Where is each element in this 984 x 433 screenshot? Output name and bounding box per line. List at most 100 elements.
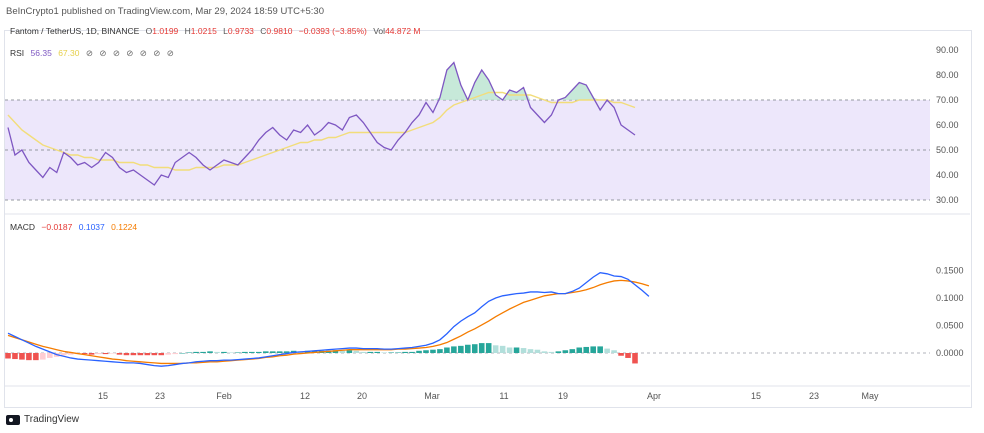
macd-histogram-bar: [165, 353, 172, 355]
x-tick-label: 12: [300, 391, 310, 401]
macd-histogram-bar: [611, 350, 617, 353]
macd-histogram-bar: [256, 351, 262, 353]
x-tick-label: 23: [809, 391, 819, 401]
ohlc-low-label: L: [223, 26, 228, 36]
macd-histogram-bar: [95, 353, 102, 355]
macd-histogram-bar: [576, 347, 583, 353]
macd-histogram-bar: [269, 351, 276, 353]
rsi-ma-value: 67.30: [58, 48, 80, 58]
rsi-y-tick-label: 60.00: [936, 120, 959, 130]
macd-histogram-bar: [60, 353, 67, 356]
macd-histogram-bar: [388, 352, 394, 353]
macd-histogram-bar: [590, 346, 596, 353]
macd-y-tick-label: 0.0500: [936, 321, 964, 331]
brand-label: TradingView: [24, 414, 80, 425]
macd-histogram-bar: [555, 351, 562, 353]
macd-histogram-bar: [158, 353, 165, 356]
macd-histogram-bar: [186, 352, 192, 353]
macd-line-value: 0.1037: [78, 222, 105, 232]
tradingview-logo-icon: [6, 414, 20, 425]
macd-histogram-bar: [430, 349, 436, 353]
rsi-y-tick-label: 90.00: [936, 45, 959, 55]
macd-histogram-bar: [332, 350, 339, 353]
rsi-ma-line: [7, 91, 636, 171]
macd-histogram-bar: [423, 350, 429, 353]
published-note: BeInCrypto1 published on TradingView.com…: [6, 6, 325, 17]
macd-histogram-bar: [381, 352, 387, 353]
rsi-label[interactable]: RSI: [10, 48, 25, 58]
macd-histogram-bar: [520, 348, 527, 353]
macd-histogram-bar: [492, 345, 499, 353]
macd-histogram-bar: [276, 351, 283, 353]
rsi-line: [7, 61, 636, 186]
x-tick-label: 11: [499, 391, 508, 401]
macd-histogram-bar: [214, 351, 220, 353]
macd-histogram-bar: [123, 353, 130, 356]
macd-histogram-bar: [353, 350, 360, 353]
macd-histogram-bar: [81, 353, 88, 355]
rsi-y-tick-label: 70.00: [936, 95, 959, 105]
macd-histogram-bar: [47, 353, 53, 358]
macd-y-tick-label: 0.1500: [936, 266, 964, 276]
macd-histogram-bar: [102, 353, 109, 355]
macd-histogram-bar: [402, 351, 408, 353]
macd-label[interactable]: MACD: [10, 222, 36, 232]
macd-histogram-bar: [632, 353, 638, 364]
rsi-legend: RSI 56.35 67.30 ⊘ ⊘ ⊘ ⊘ ⊘ ⊘ ⊘: [10, 48, 180, 59]
visibility-icons[interactable]: ⊘ ⊘ ⊘ ⊘ ⊘ ⊘ ⊘: [85, 48, 176, 58]
macd-histogram-bar: [283, 351, 290, 353]
ohlc-open-value: 1.0199: [152, 26, 179, 36]
x-tick-label: 15: [751, 391, 761, 401]
volume-value: 44.872 M: [385, 26, 421, 36]
x-tick-label: 19: [558, 391, 568, 401]
macd-histogram-bar: [346, 350, 353, 353]
macd-histogram-bar: [451, 346, 457, 353]
macd-histogram-bar: [5, 353, 11, 359]
macd-y-tick-label: 0.1000: [936, 293, 964, 303]
macd-histogram-bar: [465, 344, 471, 353]
macd-histogram-bar: [534, 349, 541, 353]
macd-histogram-bar: [409, 351, 415, 353]
macd-histogram-bar: [506, 347, 513, 353]
rsi-value: 56.35: [30, 48, 52, 58]
macd-histogram-bar: [130, 353, 137, 356]
macd-y-tick-label: 0.0000: [936, 348, 964, 358]
macd-histogram-bar: [172, 353, 178, 355]
ohlc-low-value: 0.9733: [227, 26, 254, 36]
rsi-y-tick-label: 30.00: [936, 195, 959, 205]
x-tick-label: Apr: [647, 391, 661, 401]
macd-histogram-bar: [416, 350, 422, 353]
tradingview-brand[interactable]: TradingView: [6, 414, 79, 425]
macd-legend: MACD −0.0187 0.1037 0.1224: [10, 222, 141, 232]
macd-histogram-bar: [618, 353, 624, 356]
macd-histogram-bar: [527, 349, 534, 353]
price-change: −0.0393 (−3.85%): [298, 26, 367, 36]
symbol-legend: Fantom / TetherUS, 1D, BINANCE O1.0199 H…: [10, 26, 425, 36]
chart-frame: [4, 30, 972, 408]
macd-histogram-bar: [583, 346, 590, 353]
x-tick-label: May: [861, 391, 879, 401]
macd-histogram-bar: [548, 351, 555, 353]
macd-histogram-bar: [374, 351, 381, 353]
macd-signal-line: [7, 279, 650, 365]
macd-line: [7, 272, 650, 367]
macd-histogram-bar: [478, 343, 485, 353]
macd-histogram-bar: [193, 351, 199, 353]
macd-histogram-bar: [12, 353, 18, 360]
x-tick-label: 20: [357, 391, 367, 401]
macd-histogram-bar: [262, 351, 269, 353]
macd-histogram-bar: [499, 345, 506, 353]
macd-histogram-bar: [541, 351, 548, 353]
macd-histogram-bar: [200, 351, 206, 353]
rsi-y-tick-label: 40.00: [936, 170, 959, 180]
symbol-name[interactable]: Fantom / TetherUS, 1D, BINANCE: [10, 26, 140, 36]
macd-histogram-bar: [625, 353, 631, 358]
macd-histogram-bar: [249, 351, 255, 353]
macd-histogram-bar: [513, 347, 520, 353]
macd-histogram-bar: [116, 353, 123, 355]
macd-histogram-bar: [33, 353, 39, 361]
macd-histogram-bar: [26, 353, 32, 361]
macd-histogram-bar: [569, 349, 576, 353]
ohlc-close-label: C: [260, 26, 267, 36]
